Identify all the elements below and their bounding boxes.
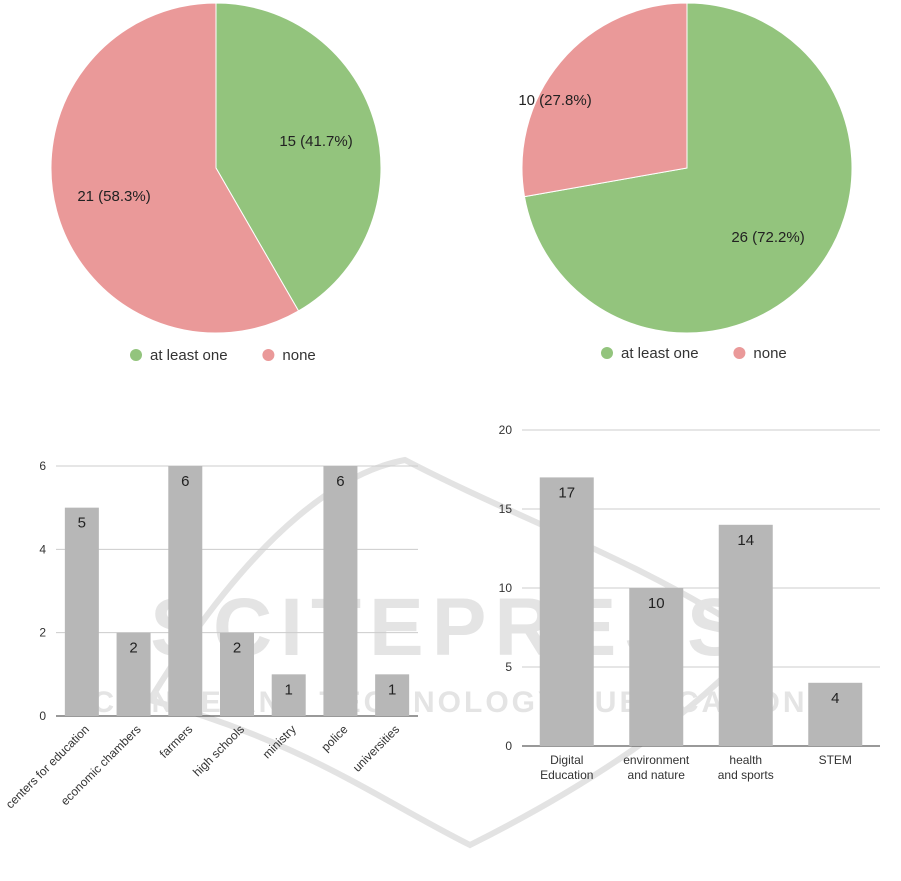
bar-value-label: 6 bbox=[336, 473, 344, 490]
bar-value-label: 2 bbox=[129, 640, 137, 657]
pie-chart-2: 26 (72.2%) 10 (27.8%) at least one none bbox=[518, 2, 853, 362]
x-tick-label: environment and nature bbox=[623, 753, 690, 782]
bar bbox=[64, 507, 99, 716]
pie-legend: at least one none bbox=[601, 345, 787, 362]
legend-label: none bbox=[282, 347, 315, 364]
bar-value-label: 10 bbox=[648, 595, 665, 612]
pie-slice-at-least-one bbox=[523, 2, 853, 334]
pie-slice-label: 15 (41.7%) bbox=[279, 133, 352, 150]
bar bbox=[718, 524, 773, 746]
y-tick-label: 15 bbox=[499, 502, 513, 516]
x-tick-label: ministry bbox=[260, 722, 299, 761]
x-tick-label: health and sports bbox=[718, 753, 774, 782]
bar-value-label: 4 bbox=[831, 690, 839, 707]
bar bbox=[375, 674, 410, 716]
bar-value-label: 2 bbox=[233, 640, 241, 657]
pie-slice-label: 21 (58.3%) bbox=[77, 188, 150, 205]
x-tick-label: centers for education bbox=[3, 722, 92, 811]
y-tick-label: 6 bbox=[39, 459, 46, 473]
bar-value-label: 6 bbox=[181, 473, 189, 490]
bar bbox=[808, 682, 863, 746]
y-tick-label: 10 bbox=[499, 581, 513, 595]
legend-label: at least one bbox=[621, 345, 699, 362]
x-tick-label: universities bbox=[350, 722, 402, 774]
bar-chart-topics: 0 5 10 15 20 17 Digital Education 10 environment a… bbox=[499, 423, 880, 782]
y-tick-label: 5 bbox=[505, 660, 512, 674]
legend-marker bbox=[601, 347, 613, 359]
y-tick-label: 2 bbox=[39, 626, 46, 640]
pie-chart-1: 15 (41.7%) 21 (58.3%) at least one none bbox=[50, 2, 382, 364]
pie-slice-at-least-one bbox=[215, 2, 382, 312]
x-tick-label: Digital Education bbox=[540, 753, 593, 782]
bar bbox=[116, 632, 151, 716]
x-tick-label: high schools bbox=[190, 722, 247, 779]
y-tick-label: 0 bbox=[39, 709, 46, 723]
bar bbox=[323, 466, 358, 716]
legend-label: none bbox=[753, 345, 786, 362]
pie-slice-label: 26 (72.2%) bbox=[731, 229, 804, 246]
legend-marker bbox=[733, 347, 746, 359]
bar-value-label: 1 bbox=[388, 681, 396, 698]
bar bbox=[168, 466, 203, 716]
pie-slice-label: 10 (27.8%) bbox=[518, 92, 591, 109]
pie-slice-none bbox=[50, 2, 300, 334]
x-tick-label: farmers bbox=[157, 722, 196, 761]
y-tick-label: 4 bbox=[39, 542, 46, 556]
bar-value-label: 5 bbox=[78, 515, 86, 532]
bar bbox=[220, 632, 254, 716]
pie-slice-none bbox=[521, 2, 688, 198]
legend-marker bbox=[262, 349, 275, 361]
bar bbox=[629, 588, 684, 746]
bar-value-label: 14 bbox=[737, 532, 754, 549]
x-tick-label: police bbox=[318, 722, 350, 754]
bar bbox=[271, 674, 306, 716]
x-tick-label: STEM bbox=[819, 753, 852, 767]
bar-value-label: 17 bbox=[558, 484, 575, 501]
pie-legend: at least one none bbox=[130, 347, 316, 364]
y-tick-label: 0 bbox=[505, 739, 512, 753]
bar bbox=[539, 477, 594, 746]
y-tick-label: 20 bbox=[499, 423, 513, 437]
legend-label: at least one bbox=[150, 347, 228, 364]
legend-marker bbox=[130, 349, 142, 361]
bar-value-label: 1 bbox=[285, 681, 293, 698]
